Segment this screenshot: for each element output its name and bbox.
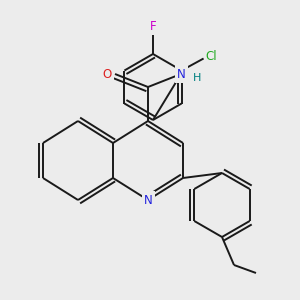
Text: N: N <box>144 194 152 206</box>
Text: H: H <box>193 73 201 83</box>
Text: F: F <box>150 20 156 32</box>
Text: N: N <box>177 68 185 80</box>
Text: Cl: Cl <box>206 50 218 63</box>
Text: O: O <box>102 68 112 80</box>
